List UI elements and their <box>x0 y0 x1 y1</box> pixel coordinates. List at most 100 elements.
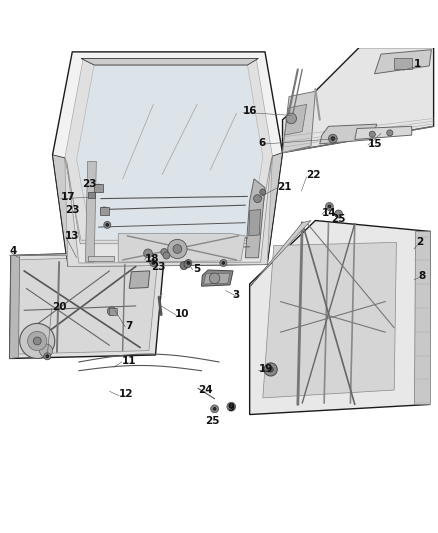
Text: 7: 7 <box>125 321 132 330</box>
Circle shape <box>227 402 236 411</box>
Bar <box>109 308 117 314</box>
Circle shape <box>44 353 51 360</box>
Text: 23: 23 <box>151 262 166 272</box>
Circle shape <box>33 337 41 345</box>
Circle shape <box>152 262 155 264</box>
Text: 16: 16 <box>243 106 258 116</box>
Circle shape <box>104 221 111 229</box>
Polygon shape <box>10 255 20 359</box>
Text: 17: 17 <box>60 192 75 203</box>
Circle shape <box>106 223 109 226</box>
Circle shape <box>387 130 393 136</box>
Text: 25: 25 <box>205 416 219 426</box>
Text: 5: 5 <box>193 264 200 273</box>
Circle shape <box>209 273 220 284</box>
Polygon shape <box>15 256 158 354</box>
Text: 11: 11 <box>122 356 136 366</box>
Polygon shape <box>129 271 150 288</box>
Bar <box>88 192 95 198</box>
Circle shape <box>184 261 191 268</box>
Text: 18: 18 <box>145 254 159 264</box>
Circle shape <box>328 205 331 208</box>
Circle shape <box>264 363 277 376</box>
Circle shape <box>222 262 225 264</box>
Polygon shape <box>320 124 377 144</box>
Circle shape <box>260 189 266 195</box>
Bar <box>100 207 109 215</box>
Circle shape <box>211 405 219 413</box>
Text: 24: 24 <box>198 385 212 395</box>
Polygon shape <box>81 59 258 65</box>
Text: 4: 4 <box>10 246 17 256</box>
Polygon shape <box>53 52 283 266</box>
Text: 20: 20 <box>52 302 66 312</box>
Circle shape <box>46 355 49 358</box>
Circle shape <box>107 307 116 316</box>
Text: 2: 2 <box>416 237 424 247</box>
Polygon shape <box>263 243 396 398</box>
Circle shape <box>39 344 53 357</box>
Circle shape <box>144 249 152 258</box>
Polygon shape <box>65 156 272 266</box>
Circle shape <box>150 260 157 266</box>
Polygon shape <box>85 161 96 262</box>
Text: 6: 6 <box>258 138 266 148</box>
Text: 21: 21 <box>277 182 291 192</box>
Circle shape <box>286 113 297 124</box>
Text: 12: 12 <box>119 390 134 399</box>
Circle shape <box>101 207 108 214</box>
Polygon shape <box>250 221 430 415</box>
Polygon shape <box>245 179 265 258</box>
Circle shape <box>254 195 261 203</box>
Circle shape <box>28 332 47 351</box>
Circle shape <box>213 408 216 410</box>
Polygon shape <box>118 233 245 262</box>
Circle shape <box>180 262 188 270</box>
Text: 13: 13 <box>65 231 79 241</box>
Polygon shape <box>249 209 261 236</box>
Circle shape <box>369 131 375 138</box>
Polygon shape <box>204 273 230 284</box>
Text: 1: 1 <box>414 59 421 69</box>
Circle shape <box>335 210 343 218</box>
Circle shape <box>163 252 170 259</box>
Polygon shape <box>65 59 272 262</box>
Circle shape <box>185 260 192 266</box>
Polygon shape <box>414 231 430 405</box>
Circle shape <box>97 187 100 189</box>
Circle shape <box>187 262 190 264</box>
Circle shape <box>230 405 233 408</box>
Text: 19: 19 <box>258 365 273 374</box>
Text: 15: 15 <box>368 139 382 149</box>
Polygon shape <box>285 104 307 135</box>
Circle shape <box>103 209 106 212</box>
Circle shape <box>325 203 333 211</box>
Polygon shape <box>67 158 272 263</box>
Bar <box>94 184 103 192</box>
Polygon shape <box>283 91 315 152</box>
Polygon shape <box>77 65 263 243</box>
Polygon shape <box>355 126 412 140</box>
Bar <box>88 256 114 261</box>
Polygon shape <box>68 260 267 266</box>
Text: 23: 23 <box>65 205 79 215</box>
Circle shape <box>168 239 187 259</box>
Polygon shape <box>251 221 311 286</box>
Circle shape <box>173 245 182 253</box>
Text: 9: 9 <box>228 402 235 413</box>
Circle shape <box>220 260 227 266</box>
Text: 23: 23 <box>82 179 97 189</box>
Polygon shape <box>374 50 431 74</box>
Circle shape <box>95 184 102 191</box>
Circle shape <box>268 367 273 372</box>
Text: 25: 25 <box>331 214 345 224</box>
Text: 3: 3 <box>232 290 240 300</box>
Circle shape <box>161 248 168 255</box>
Text: 10: 10 <box>175 309 190 319</box>
Polygon shape <box>10 251 164 359</box>
Polygon shape <box>258 152 283 264</box>
Polygon shape <box>53 155 81 266</box>
Bar <box>394 59 412 69</box>
Circle shape <box>20 324 55 359</box>
Text: 22: 22 <box>307 171 321 180</box>
